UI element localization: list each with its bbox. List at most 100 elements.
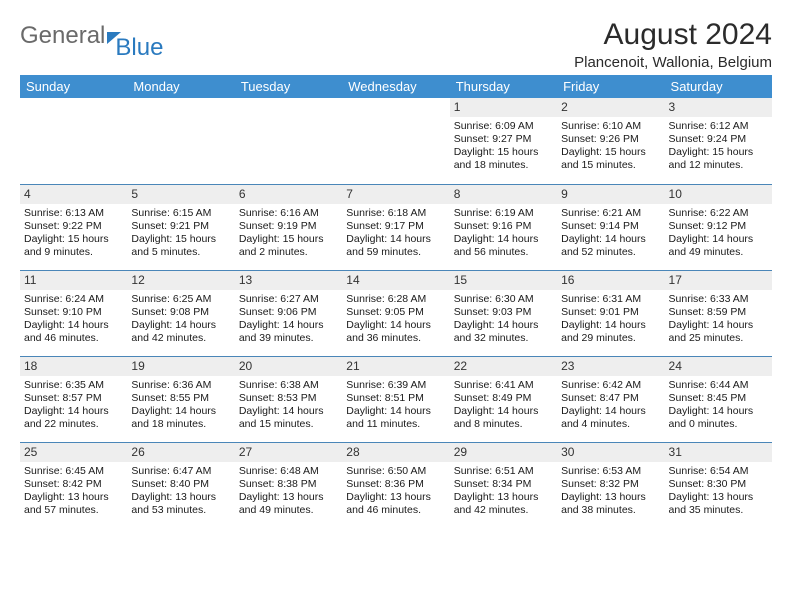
daylight-text: Daylight: 14 hours and 25 minutes. [669,319,768,345]
daylight-text: Daylight: 15 hours and 12 minutes. [669,146,768,172]
daylight-text: Daylight: 14 hours and 36 minutes. [346,319,445,345]
sunset-text: Sunset: 8:55 PM [131,392,230,405]
day-header: Sunday [20,75,127,98]
sunset-text: Sunset: 8:51 PM [346,392,445,405]
calendar-week: 25 Sunrise: 6:45 AMSunset: 8:42 PM Dayligh… [20,442,772,528]
sunset-text: Sunset: 8:30 PM [669,478,768,491]
title-block: August 2024 Plancenoit, Wallonia, Belgiu… [574,18,772,71]
day-number: 15 [450,271,557,290]
calendar-cell: 28Sunrise: 6:50 AMSunset: 8:36 PMDayligh… [342,442,449,528]
sunrise-text: Sunrise: 6:50 AM [346,465,445,478]
daylight-text: Daylight: 13 hours and 38 minutes. [561,491,660,517]
daylight-text: Daylight: 14 hours and 52 minutes. [561,233,660,259]
day-number: 16 [557,271,664,290]
daylight-text: Daylight: 15 hours and 9 minutes. [24,233,123,259]
daylight-text: Daylight: 14 hours and 42 minutes. [131,319,230,345]
calendar-cell: 9Sunrise: 6:21 AMSunset: 9:14 PMDaylight… [557,184,664,270]
calendar-cell: 23 Sunrise: 6:42 AMSunset: 8:47 PMDayligh… [557,356,664,442]
sunset-text: Sunset: 9:10 PM [24,306,123,319]
sunset-text: Sunset: 8:38 PM [239,478,338,491]
day-number: 25 [20,443,127,462]
calendar-cell: 7Sunrise: 6:18 AMSunset: 9:17 PMDaylight… [342,184,449,270]
day-number [342,98,449,102]
day-number: 2 [557,98,664,117]
daylight-text: Daylight: 13 hours and 46 minutes. [346,491,445,517]
day-number: 12 [127,271,234,290]
daylight-text: Daylight: 14 hours and 15 minutes. [239,405,338,431]
sunset-text: Sunset: 8:49 PM [454,392,553,405]
calendar-cell [342,98,449,184]
daylight-text: Daylight: 14 hours and 8 minutes. [454,405,553,431]
calendar-cell: 15Sunrise: 6:30 AMSunset: 9:03 PMDayligh… [450,270,557,356]
calendar-cell: 17Sunrise: 6:33 AMSunset: 8:59 PMDayligh… [665,270,772,356]
logo-text-blue: Blue [115,34,163,62]
day-number: 26 [127,443,234,462]
location: Plancenoit, Wallonia, Belgium [574,54,772,71]
day-number: 10 [665,185,772,204]
day-number: 20 [235,357,342,376]
sunset-text: Sunset: 9:21 PM [131,220,230,233]
sunset-text: Sunset: 8:42 PM [24,478,123,491]
daylight-text: Daylight: 13 hours and 53 minutes. [131,491,230,517]
sunset-text: Sunset: 8:57 PM [24,392,123,405]
sunset-text: Sunset: 9:24 PM [669,133,768,146]
sunrise-text: Sunrise: 6:18 AM [346,207,445,220]
sunrise-text: Sunrise: 6:42 AM [561,379,660,392]
daylight-text: Daylight: 15 hours and 5 minutes. [131,233,230,259]
sunrise-text: Sunrise: 6:35 AM [24,379,123,392]
daylight-text: Daylight: 15 hours and 18 minutes. [454,146,553,172]
calendar-cell [20,98,127,184]
day-number: 7 [342,185,449,204]
calendar-cell: 26Sunrise: 6:47 AMSunset: 8:40 PMDayligh… [127,442,234,528]
sunrise-text: Sunrise: 6:36 AM [131,379,230,392]
calendar-cell: 22Sunrise: 6:41 AMSunset: 8:49 PMDayligh… [450,356,557,442]
sunrise-text: Sunrise: 6:31 AM [561,293,660,306]
sunrise-text: Sunrise: 6:19 AM [454,207,553,220]
daylight-text: Daylight: 13 hours and 35 minutes. [669,491,768,517]
daylight-text: Daylight: 15 hours and 15 minutes. [561,146,660,172]
day-number: 30 [557,443,664,462]
daylight-text: Daylight: 14 hours and 4 minutes. [561,405,660,431]
sunrise-text: Sunrise: 6:12 AM [669,120,768,133]
day-number [20,98,127,102]
calendar-cell: 27Sunrise: 6:48 AMSunset: 8:38 PMDayligh… [235,442,342,528]
sunrise-text: Sunrise: 6:28 AM [346,293,445,306]
calendar-cell: 6Sunrise: 6:16 AMSunset: 9:19 PMDaylight… [235,184,342,270]
calendar-cell: 12Sunrise: 6:25 AMSunset: 9:08 PMDayligh… [127,270,234,356]
sunrise-text: Sunrise: 6:24 AM [24,293,123,306]
sunset-text: Sunset: 9:27 PM [454,133,553,146]
sunrise-text: Sunrise: 6:44 AM [669,379,768,392]
logo: General Blue [20,18,171,50]
sunrise-text: Sunrise: 6:45 AM [24,465,123,478]
calendar-cell: 13Sunrise: 6:27 AMSunset: 9:06 PMDayligh… [235,270,342,356]
day-number [235,98,342,102]
sunset-text: Sunset: 8:47 PM [561,392,660,405]
calendar-week: 4Sunrise: 6:13 AMSunset: 9:22 PMDaylight… [20,184,772,270]
daylight-text: Daylight: 14 hours and 56 minutes. [454,233,553,259]
day-number: 1 [450,98,557,117]
sunset-text: Sunset: 9:16 PM [454,220,553,233]
calendar-cell: 19Sunrise: 6:36 AMSunset: 8:55 PMDayligh… [127,356,234,442]
day-number: 8 [450,185,557,204]
sunset-text: Sunset: 8:34 PM [454,478,553,491]
sunrise-text: Sunrise: 6:39 AM [346,379,445,392]
daylight-text: Daylight: 14 hours and 18 minutes. [131,405,230,431]
sunset-text: Sunset: 9:19 PM [239,220,338,233]
calendar-cell: 11Sunrise: 6:24 AMSunset: 9:10 PMDayligh… [20,270,127,356]
sunrise-text: Sunrise: 6:13 AM [24,207,123,220]
daylight-text: Daylight: 15 hours and 2 minutes. [239,233,338,259]
sunrise-text: Sunrise: 6:22 AM [669,207,768,220]
day-number: 27 [235,443,342,462]
daylight-text: Daylight: 14 hours and 11 minutes. [346,405,445,431]
calendar-cell: 31Sunrise: 6:54 AMSunset: 8:30 PMDayligh… [665,442,772,528]
sunset-text: Sunset: 9:14 PM [561,220,660,233]
day-header: Friday [557,75,664,98]
day-number: 22 [450,357,557,376]
sunset-text: Sunset: 9:17 PM [346,220,445,233]
calendar-cell: 1 Sunrise: 6:09 AMSunset: 9:27 PMDaylight… [450,98,557,184]
day-number: 23 [557,357,664,376]
calendar-cell: 20Sunrise: 6:38 AMSunset: 8:53 PMDayligh… [235,356,342,442]
calendar-cell [127,98,234,184]
sunrise-text: Sunrise: 6:09 AM [454,120,553,133]
sunrise-text: Sunrise: 6:48 AM [239,465,338,478]
